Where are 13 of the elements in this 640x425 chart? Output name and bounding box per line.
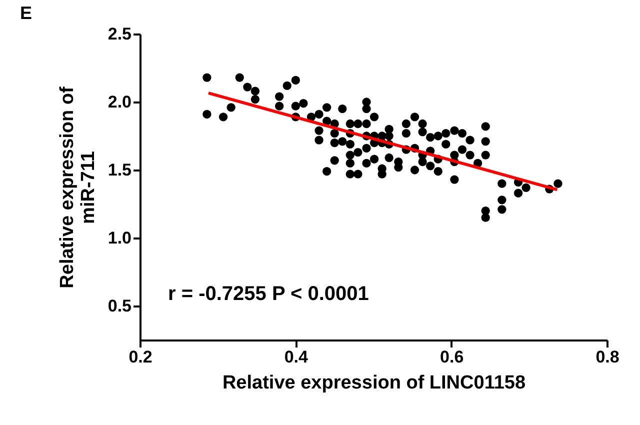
- x-tick-label: 0.4: [284, 348, 309, 366]
- x-tick-label: 0.8: [596, 348, 620, 366]
- y-tick-label: 0.5: [108, 296, 132, 316]
- annotation: r = -0.7255 P < 0.0001: [168, 283, 369, 305]
- x-tick-label: 0.2: [128, 348, 152, 366]
- x-axis-title: Relative expression of LINC01158: [222, 372, 526, 394]
- y-axis-title: Relative expression of miR-711: [56, 86, 99, 288]
- y-tick-label: 2.0: [108, 92, 132, 112]
- y-tick-label: 1.5: [108, 160, 132, 180]
- y-tick-label: 2.5: [108, 24, 132, 44]
- chart-title: E: [20, 3, 32, 23]
- y-tick-label: 1.0: [108, 228, 132, 248]
- x-tick-label: 0.6: [440, 348, 464, 366]
